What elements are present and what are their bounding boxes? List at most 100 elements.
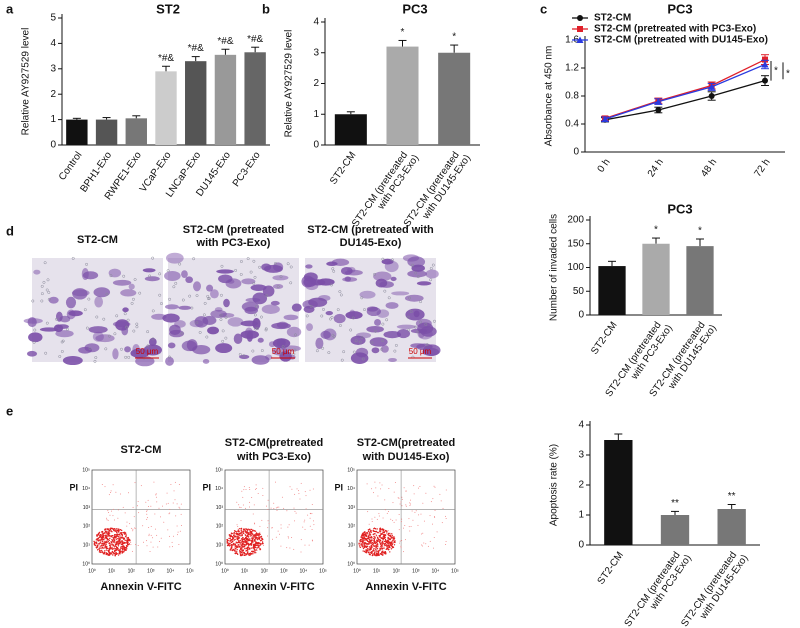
event [367, 543, 369, 545]
event [386, 532, 388, 534]
event [252, 543, 255, 546]
event [249, 533, 251, 535]
event [93, 540, 95, 543]
event [243, 486, 245, 488]
scale-label: 50 μm [409, 347, 432, 356]
event [249, 554, 251, 557]
pore [83, 308, 87, 312]
event [116, 535, 118, 538]
legend-marker [577, 26, 583, 32]
event [118, 540, 121, 542]
event [271, 538, 273, 540]
pore [239, 260, 243, 263]
event [111, 542, 113, 544]
event [119, 550, 121, 552]
event [379, 530, 381, 532]
event [375, 487, 377, 489]
event [258, 546, 260, 548]
pore [338, 290, 342, 294]
event [387, 542, 389, 545]
event [169, 508, 171, 510]
flow-title: with PC3-Exo) [236, 451, 311, 463]
event [363, 536, 365, 539]
event [371, 543, 374, 546]
pore [65, 327, 69, 331]
pore [414, 271, 418, 275]
event [367, 530, 370, 533]
pore [408, 296, 412, 300]
event [242, 530, 245, 533]
y-tick-label: 2 [578, 480, 584, 491]
event [295, 512, 297, 514]
pore [383, 289, 387, 293]
event [249, 489, 251, 491]
event [392, 502, 394, 504]
pore [104, 347, 108, 351]
event [107, 519, 109, 521]
event [114, 552, 116, 554]
pore [198, 331, 202, 334]
event [97, 537, 100, 539]
cell [261, 304, 280, 314]
event [372, 529, 374, 532]
event [241, 548, 243, 551]
event [365, 537, 367, 540]
event [110, 530, 113, 532]
cell [72, 288, 88, 300]
event [279, 533, 281, 535]
event [237, 546, 239, 549]
event [234, 546, 236, 548]
event [237, 536, 239, 538]
flow-x-tick: 10² [261, 568, 269, 574]
event [120, 547, 122, 549]
cell [112, 348, 119, 360]
event [116, 532, 118, 534]
marker [601, 115, 609, 123]
event [259, 542, 261, 545]
event [364, 542, 367, 544]
pore [168, 355, 171, 359]
event [408, 526, 410, 528]
event [427, 545, 429, 547]
pore [352, 350, 356, 354]
pore [44, 351, 48, 355]
event [360, 538, 362, 541]
event [367, 551, 370, 554]
cell [244, 306, 259, 315]
event [123, 550, 125, 553]
event [394, 482, 396, 484]
cell [245, 297, 261, 303]
event [108, 544, 111, 547]
event [245, 537, 247, 539]
event [150, 526, 152, 528]
pore [33, 328, 37, 332]
event [392, 520, 394, 522]
event [252, 533, 254, 536]
bar [66, 119, 88, 145]
event [257, 533, 260, 535]
pore [336, 308, 340, 312]
event [289, 547, 291, 549]
pore [329, 317, 332, 321]
cell [371, 347, 380, 354]
event [239, 548, 242, 550]
event [117, 545, 120, 547]
event [300, 539, 302, 541]
event [239, 541, 241, 544]
legend-label: ST2-CM (pretreated with DU145-Exo) [594, 35, 768, 46]
pore [88, 347, 92, 351]
event [361, 546, 364, 548]
event [226, 539, 229, 541]
event [252, 536, 254, 538]
event [369, 533, 371, 535]
bar [214, 54, 237, 145]
event [128, 543, 130, 545]
cell [82, 271, 99, 280]
event [365, 539, 368, 541]
event [375, 551, 377, 553]
event [112, 548, 114, 550]
flow-frame [356, 469, 456, 565]
event [376, 553, 379, 556]
pore [406, 315, 410, 319]
cell [326, 261, 338, 267]
